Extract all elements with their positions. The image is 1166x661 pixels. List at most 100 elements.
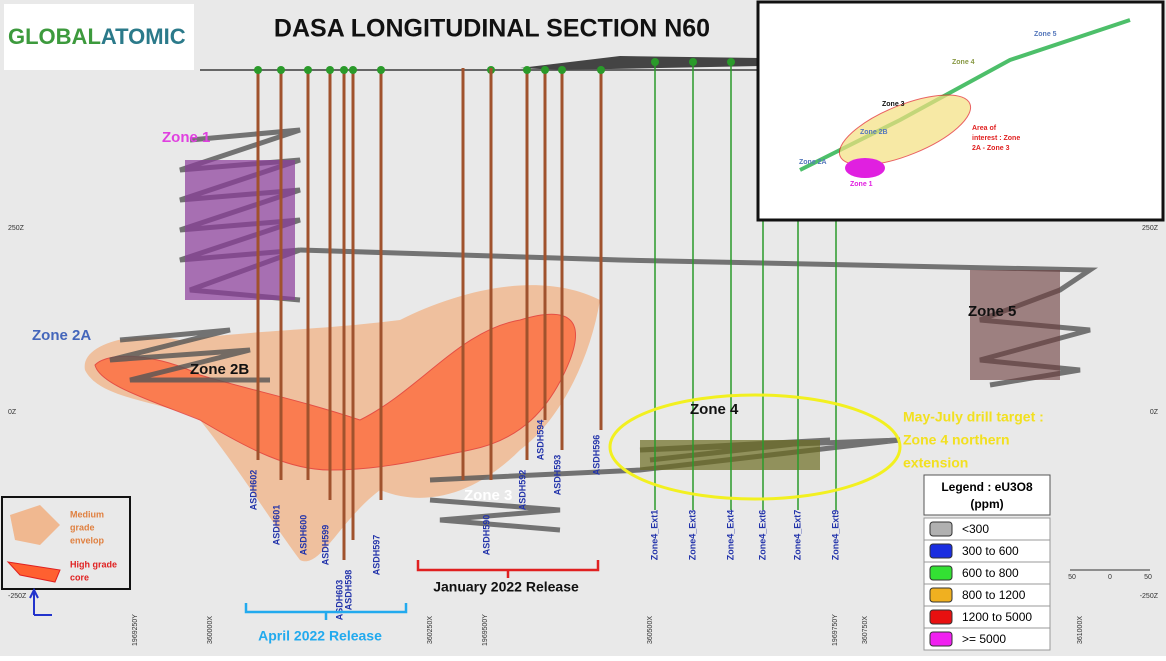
elevation-label: 250Z	[1142, 225, 1159, 232]
target-ellipse	[608, 393, 902, 501]
collar	[254, 66, 262, 74]
collar	[304, 66, 312, 74]
hole-label: ASDH597	[371, 535, 381, 576]
april-bracket	[244, 603, 408, 620]
drill-holes: ASDH602 ASDH601 ASDH600 ASDH599 ASDH598ASDH6…	[248, 58, 840, 620]
medium-line: envelop	[70, 535, 105, 545]
high-label: High grade core	[70, 559, 117, 582]
collar	[277, 66, 285, 74]
inset-area	[838, 94, 972, 166]
zone3-ramp	[429, 497, 561, 533]
easting-label: 360000X	[207, 616, 214, 644]
collar	[340, 66, 348, 74]
easting-label: 1969250Y	[132, 614, 139, 646]
inset-zone: Zone 5	[1034, 31, 1057, 38]
legend-swatch	[929, 543, 953, 559]
inset-zone: Zone 4	[952, 59, 975, 66]
collar	[377, 66, 385, 74]
elevation-label: 0Z	[1150, 409, 1159, 416]
hole-label: Zone4_Ext9	[830, 510, 840, 561]
elevation-label: -250Z	[1140, 593, 1159, 600]
collar	[349, 66, 357, 74]
zone4-block	[640, 440, 820, 470]
zone-label: Zone 2A	[32, 327, 91, 344]
legend-swatch	[929, 565, 953, 581]
zone-label: Zone 1	[162, 129, 210, 146]
scale-label: 50	[1144, 574, 1152, 581]
easting-label: 360750X	[862, 616, 869, 644]
hole-label: ASDH603	[334, 580, 344, 621]
zone-label: Zone 3	[464, 487, 512, 504]
target-line: extension	[903, 455, 968, 471]
inset-zone: Zone 3	[882, 101, 905, 108]
easting-label: 360250X	[427, 616, 434, 644]
january-bracket	[416, 560, 600, 578]
release-label: April 2022 Release	[258, 628, 382, 644]
medium-swatch	[10, 505, 60, 545]
logo-right: ATOMIC	[101, 24, 186, 49]
axes: 250Z 250Z 0Z 0Z -250Z -250Z 1969250Y 360000X 360…	[8, 225, 1159, 646]
hole-label: ASDH593	[552, 455, 562, 496]
legend: <300 300 to 600 600 to 800 800 to 1200 1200 …	[923, 517, 1051, 651]
inset-zone: Zone 2A	[799, 159, 827, 166]
legend-title: (ppm)	[970, 497, 1003, 511]
legend-label: >= 5000	[962, 632, 1006, 646]
hole-label: ASDH600	[298, 515, 308, 556]
hole-label: ASDH596	[591, 435, 601, 476]
hole-label: Zone4_Ext3	[687, 510, 697, 561]
elevation-label: 250Z	[8, 225, 25, 232]
zone-label: Zone 4	[690, 401, 739, 418]
orientation-arrow	[29, 587, 52, 616]
legend-row	[923, 627, 1051, 651]
zone5-block	[970, 270, 1060, 380]
medium-line: grade	[70, 522, 95, 532]
inset-note: 2A - Zone 3	[972, 145, 1010, 152]
inset: Zone 5 Zone 4 Zone 3 Zone 2B Zone 2A Zon…	[756, 0, 1165, 222]
medium-label: Medium grade envelop	[70, 509, 105, 545]
hole-label: Zone4_Ext4	[725, 510, 735, 561]
legend-swatch	[929, 587, 953, 603]
logo-left: GLOBAL	[8, 24, 101, 49]
zone-label: Zone 2B	[190, 361, 249, 378]
target-line: May-July drill target :	[903, 409, 1044, 425]
collar	[558, 66, 566, 74]
legend-label: 300 to 600	[962, 544, 1019, 558]
easting-label: 360500X	[647, 616, 654, 644]
logo: GLOBALATOMIC	[8, 24, 186, 49]
inset-labels: Zone 5 Zone 4 Zone 3 Zone 2B Zone 2A Zon…	[799, 31, 1057, 188]
release-label: January 2022 Release	[433, 579, 579, 595]
logo-box	[4, 4, 194, 70]
inset-zone: Zone 2B	[860, 129, 888, 136]
legend-label: 600 to 800	[962, 566, 1019, 580]
legend-swatch	[929, 521, 953, 537]
zone2-ramp	[109, 327, 270, 383]
zone1-block	[185, 160, 295, 300]
inset-zone: Zone 1	[850, 181, 873, 188]
medium-line: Medium	[70, 509, 104, 519]
hole-label: ASDH590	[481, 515, 491, 556]
hole-label: Zone4_Ext6	[757, 510, 767, 561]
hole-label: ASDH594	[535, 420, 545, 461]
hole-label: ASDH598	[343, 570, 353, 611]
target-note: May-July drill target : Zone 4 northern …	[903, 409, 1044, 471]
easting-label: 361000X	[1077, 616, 1084, 644]
inset-zone1	[845, 158, 885, 178]
high-line: High grade	[70, 559, 117, 569]
hole-label: Zone4_Ext7	[792, 510, 802, 561]
collar	[541, 66, 549, 74]
surface-topo	[520, 56, 760, 70]
collar	[689, 58, 697, 66]
hole-label: ASDH592	[517, 470, 527, 511]
hole-label: ASDH602	[248, 470, 258, 511]
inset-note: Area of	[972, 125, 997, 132]
high-swatch	[6, 561, 61, 583]
legend-swatch	[929, 609, 953, 625]
easting-label: 1969500Y	[482, 614, 489, 646]
target-line: Zone 4 northern	[903, 432, 1010, 448]
legend-label: 1200 to 5000	[962, 610, 1032, 624]
high-grade-core	[94, 313, 576, 471]
high-line: core	[70, 572, 89, 582]
elevation-label: -250Z	[8, 593, 27, 600]
